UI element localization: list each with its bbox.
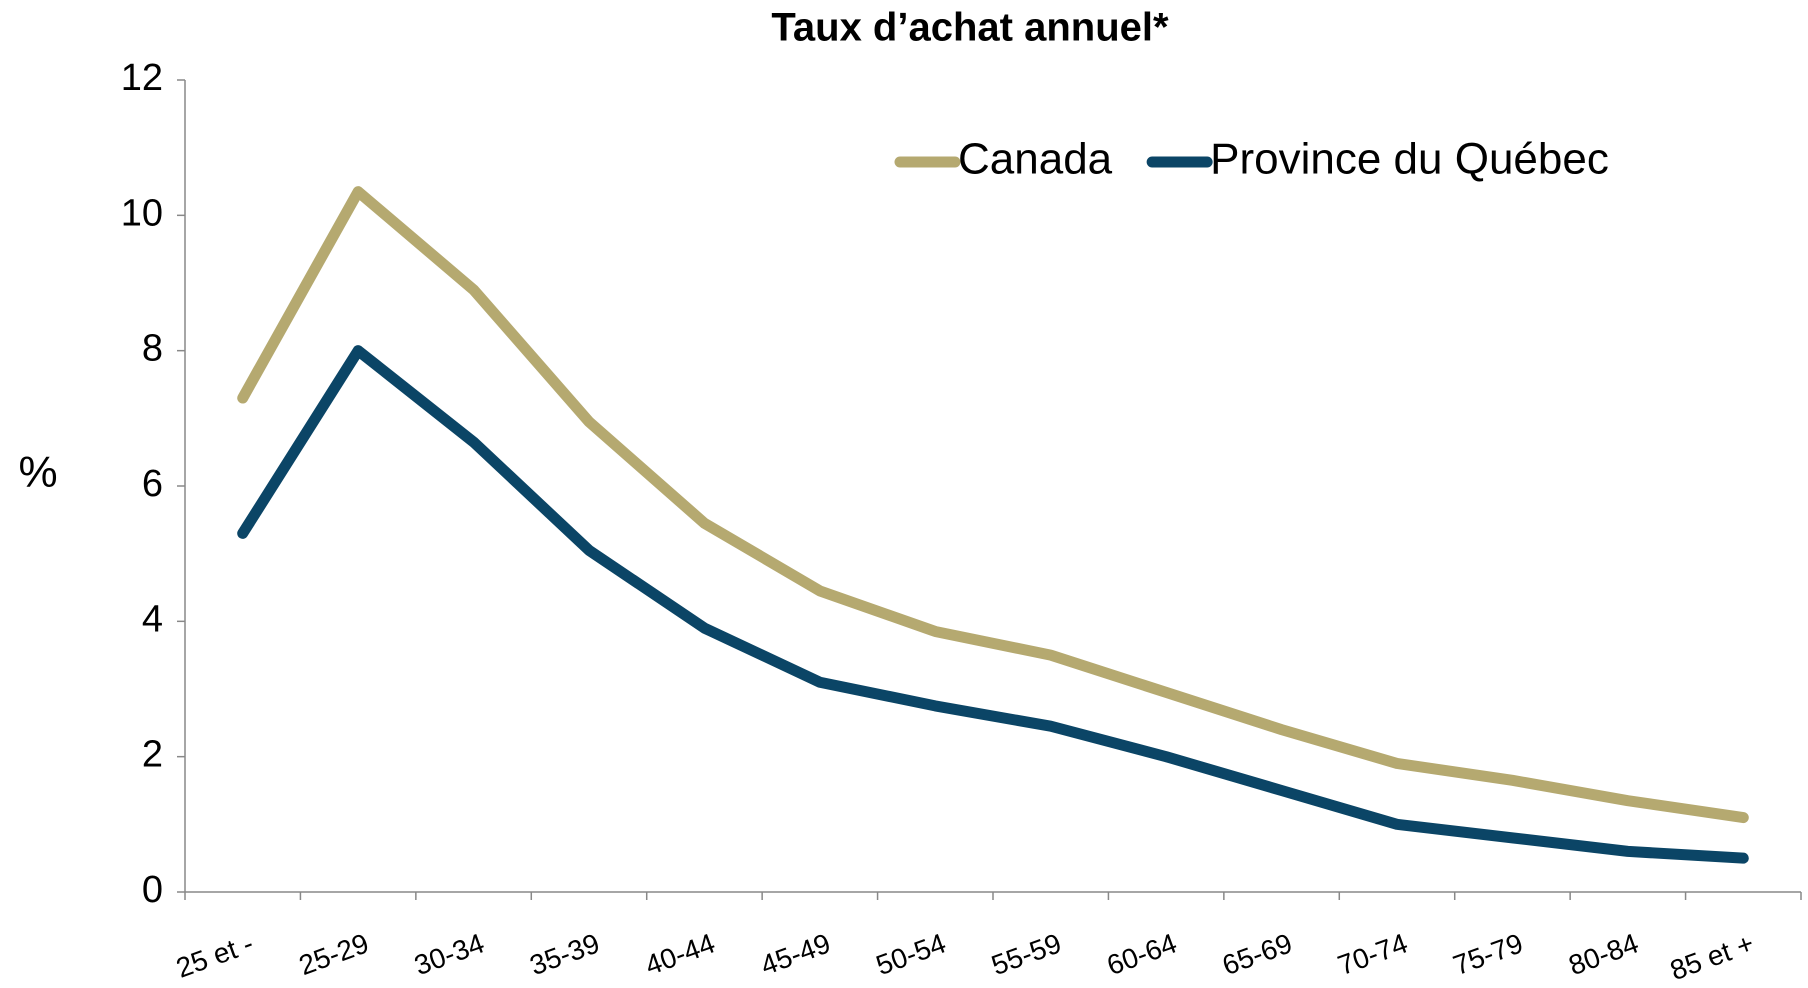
chart-title: Taux d’achat annuel* xyxy=(771,6,1169,50)
x-tick-label: 30-34 xyxy=(410,927,488,981)
x-tick-label: 70-74 xyxy=(1334,927,1412,981)
x-tick-label: 40-44 xyxy=(641,927,719,981)
y-tick-label: 8 xyxy=(142,328,163,370)
line-series xyxy=(237,345,1749,864)
y-tick-label: 12 xyxy=(121,57,163,99)
x-tick-label: 55-59 xyxy=(987,927,1065,981)
y-tick-label: 4 xyxy=(142,598,163,640)
x-tick-label: 45-49 xyxy=(757,927,835,981)
legend-label: Province du Québec xyxy=(1210,135,1609,184)
line-series xyxy=(237,186,1749,824)
x-tick-label: 35-39 xyxy=(526,927,604,981)
x-tick-label: 60-64 xyxy=(1103,927,1181,981)
legend-label: Canada xyxy=(958,135,1113,184)
y-tick-label: 2 xyxy=(142,734,163,776)
x-tick-label: 65-69 xyxy=(1218,927,1296,981)
y-axis-label: % xyxy=(18,448,57,497)
x-tick-label: 25 et - xyxy=(172,927,257,983)
y-tick-label: 0 xyxy=(142,869,163,911)
x-tick-label: 85 et + xyxy=(1666,927,1758,986)
x-tick-label: 50-54 xyxy=(872,927,950,981)
y-tick-label: 10 xyxy=(121,192,163,234)
x-tick-label: 25-29 xyxy=(295,927,373,981)
y-tick-label: 6 xyxy=(142,463,163,505)
x-tick-label: 80-84 xyxy=(1565,927,1643,981)
x-tick-label: 75-79 xyxy=(1449,927,1527,981)
